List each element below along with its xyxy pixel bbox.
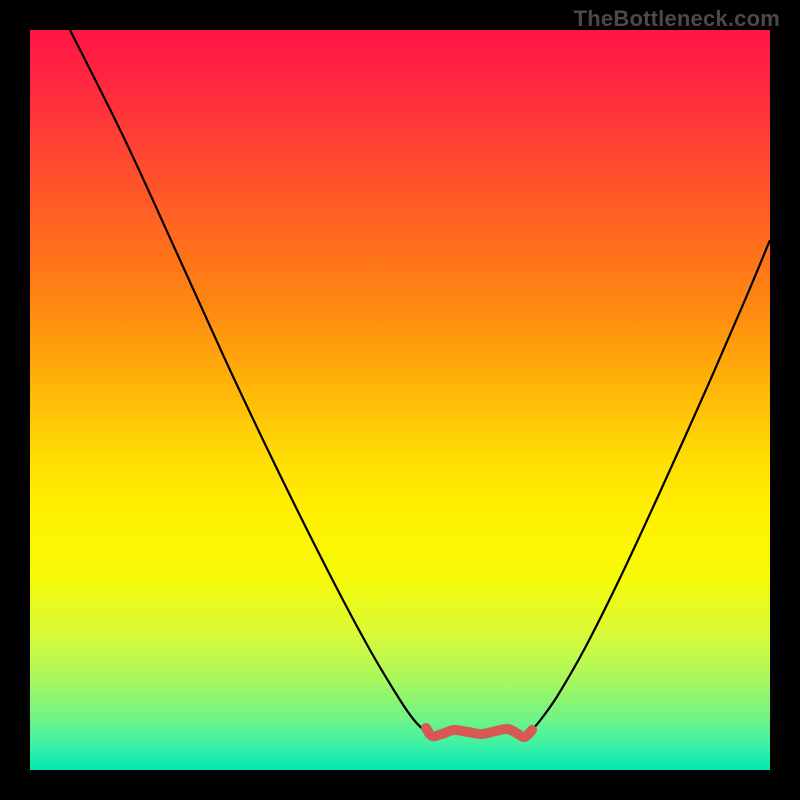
curve-layer: [30, 30, 770, 770]
black-v-curve: [70, 30, 770, 736]
watermark-text: TheBottleneck.com: [574, 6, 780, 32]
red-dip-segment: [426, 728, 532, 737]
chart-area: [30, 30, 770, 770]
